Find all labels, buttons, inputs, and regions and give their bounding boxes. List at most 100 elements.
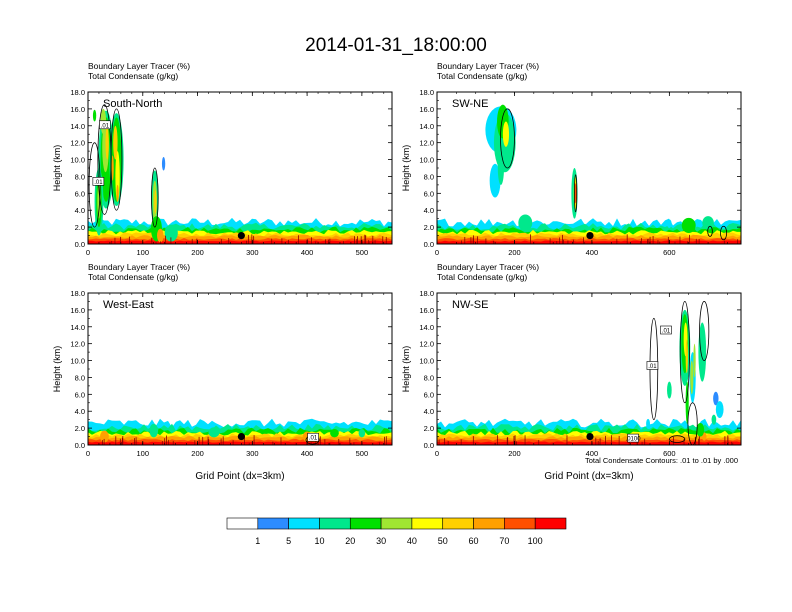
tracer-shading [696, 423, 705, 437]
condensate-contour [574, 174, 578, 213]
colorbar: 1 5 10 20 30 40 50 60 70 100 [226, 517, 567, 546]
tracer-shading [518, 214, 533, 232]
contour-note: Total Condensate Contours: .01 to .01 by… [585, 456, 738, 465]
colorbar-swatch [226, 517, 259, 530]
contour-label-box [92, 177, 105, 186]
colorbar-label: 50 [438, 536, 448, 546]
y-tick-label: 18.0 [70, 88, 85, 97]
x-tick-label: 0 [435, 449, 439, 458]
contour-label: .01 [101, 123, 110, 129]
x-tick-label: 200 [191, 449, 204, 458]
tracer-shading [115, 151, 120, 202]
colorbar-swatch [504, 517, 536, 530]
y-tick-label: 12.0 [419, 340, 434, 349]
y-tick-label: 10.0 [70, 357, 85, 366]
x-tick-label: 600 [663, 248, 676, 257]
condensate-contour [110, 108, 123, 211]
y-tick-label: 2.0 [75, 424, 85, 433]
y-tick-label: 0.0 [75, 240, 85, 249]
tracer-shading [667, 381, 672, 399]
y-tick-label: 14.0 [70, 323, 85, 332]
field-label: Boundary Layer Tracer (%) [88, 61, 190, 71]
x-tick-label: 400 [301, 248, 314, 257]
y-axis-label: Height (km) [401, 346, 411, 393]
x-tick-label: 300 [246, 248, 259, 257]
condensate-contour [699, 301, 710, 361]
y-tick-label: 2.0 [424, 424, 434, 433]
tracer-shading [358, 428, 366, 438]
plot-area: .01 .01 [88, 104, 392, 244]
panel-nw-se: Boundary Layer Tracer (%) Total Condensat… [401, 262, 742, 482]
field-label: Boundary Layer Tracer (%) [437, 262, 539, 272]
figure-title: 2014-01-31_18:00:00 [305, 35, 487, 56]
condensate-contour [500, 108, 515, 169]
x-tick-label: 0 [435, 248, 439, 257]
y-tick-label: 16.0 [419, 105, 434, 114]
y-tick-label: 14.0 [419, 323, 434, 332]
field-label: Boundary Layer Tracer (%) [437, 61, 539, 71]
contour-label-box [99, 120, 111, 130]
contour-label-box [646, 361, 659, 370]
tracer-shading [715, 401, 724, 418]
tracer-shading [690, 360, 694, 395]
y-tick-label: 0.0 [424, 240, 434, 249]
panel-title: West-East [103, 299, 154, 311]
x-tick-label: 500 [356, 449, 369, 458]
y-tick-label: 0.0 [75, 441, 85, 450]
plot-area [437, 104, 741, 244]
y-tick-label: 18.0 [419, 88, 434, 97]
tracer-shading [111, 155, 114, 181]
y-tick-label: 4.0 [75, 407, 85, 416]
y-tick-label: 6.0 [424, 189, 434, 198]
y-tick-label: 12.0 [70, 340, 85, 349]
condensate-contour [151, 167, 159, 228]
field-label: Total Condensate (g/kg) [437, 71, 527, 81]
tracer-shading [502, 121, 510, 147]
tracer-shading [667, 219, 672, 228]
y-tick-label: 4.0 [424, 206, 434, 215]
y-tick-label: 8.0 [75, 172, 85, 181]
tracer-shading [164, 224, 178, 242]
x-tick-label: 600 [663, 449, 676, 458]
tracer-shading [711, 414, 717, 425]
y-tick-label: 0.0 [424, 441, 434, 450]
tracer-shading [574, 183, 577, 204]
y-tick-label: 12.0 [70, 139, 85, 148]
x-tick-label: 400 [586, 248, 599, 257]
y-tick-label: 6.0 [75, 189, 85, 198]
x-tick-label: 300 [246, 449, 259, 458]
colorbar-swatch [257, 517, 289, 530]
y-tick-label: 16.0 [419, 306, 434, 315]
tracer-shading [105, 125, 109, 160]
colorbar-swatch [534, 517, 567, 530]
x-tick-label: 200 [508, 449, 521, 458]
field-label: Total Condensate (g/kg) [88, 272, 178, 282]
tracer-shading [489, 163, 501, 198]
colorbar-label: 30 [376, 536, 386, 546]
contour-label: .0100 [626, 437, 642, 443]
tracer-band [437, 441, 741, 445]
x-tick-label: 400 [301, 449, 314, 458]
panel-title: NW-SE [452, 299, 488, 311]
panel-title: SW-NE [452, 98, 488, 110]
location-marker [586, 231, 594, 240]
colorbar-label: 10 [314, 536, 324, 546]
colorbar-swatch [288, 517, 320, 530]
x-axis-label: Grid Point (dx=3km) [544, 471, 633, 482]
contour-label-box [627, 433, 639, 443]
colorbar-label: 20 [345, 536, 355, 546]
panel-south-north: Boundary Layer Tracer (%)Total Condensat… [52, 61, 393, 257]
location-marker [586, 432, 594, 441]
contour-label: .01 [309, 436, 318, 442]
y-tick-label: 12.0 [419, 139, 434, 148]
panel-title: South-North [103, 98, 162, 110]
condensate-contour [668, 435, 686, 443]
y-tick-label: 16.0 [70, 105, 85, 114]
contour-label: .01 [662, 329, 671, 335]
tracer-shading [100, 430, 109, 443]
y-tick-label: 14.0 [70, 122, 85, 131]
y-tick-label: 16.0 [70, 306, 85, 315]
x-axis-label: Grid Point (dx=3km) [195, 471, 284, 482]
y-tick-label: 14.0 [419, 122, 434, 131]
